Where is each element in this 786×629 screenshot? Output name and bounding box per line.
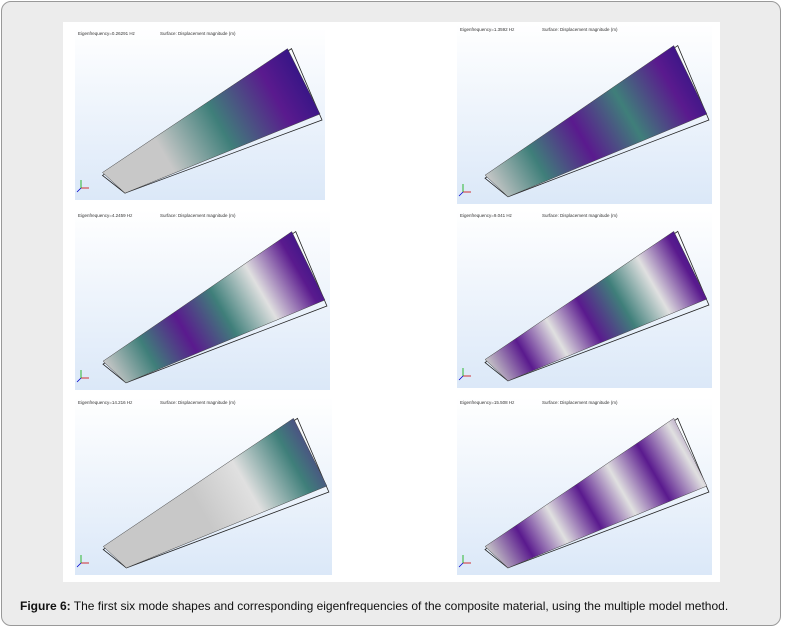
axis-triad bbox=[76, 377, 82, 383]
surface-label: Surface: Displacement magnitude (m) bbox=[542, 213, 618, 218]
surface-label: Surface: Displacement magnitude (m) bbox=[160, 400, 236, 405]
surface-label: Surface: Displacement magnitude (m) bbox=[542, 27, 618, 32]
eigenfrequency-label: Eigenfrequency=0.26291 Hz bbox=[78, 31, 136, 36]
axis-triad bbox=[76, 187, 82, 193]
mode-shape bbox=[484, 230, 708, 382]
caption-label: Figure 6: bbox=[20, 599, 71, 613]
eigenfrequency-label: Eigenfrequency=14.216 Hz bbox=[78, 400, 133, 405]
axis-triad bbox=[458, 191, 464, 197]
mode-shape bbox=[102, 417, 328, 569]
eigenfrequency-label: Eigenfrequency=4.2459 Hz bbox=[78, 213, 133, 218]
axis-triad bbox=[76, 562, 82, 568]
axis-triad bbox=[458, 562, 464, 568]
surface-label: Surface: Displacement magnitude (m) bbox=[542, 400, 618, 405]
eigenfrequency-label: Eigenfrequency=9.041 Hz bbox=[460, 213, 513, 218]
caption: Figure 6: The first six mode shapes and … bbox=[20, 599, 728, 613]
mode-shape bbox=[484, 45, 708, 198]
surface-label: Surface: Displacement magnitude (m) bbox=[160, 31, 236, 36]
mode-shape bbox=[102, 231, 326, 384]
eigenfrequency-label: Eigenfrequency=15.508 Hz bbox=[460, 400, 515, 405]
surface-label: Surface: Displacement magnitude (m) bbox=[160, 213, 236, 218]
eigenfrequency-label: Eigenfrequency=1.3592 Hz bbox=[460, 27, 515, 32]
mode-shape bbox=[102, 48, 321, 194]
mode-shape bbox=[484, 417, 708, 569]
caption-text: The first six mode shapes and correspond… bbox=[73, 599, 729, 613]
axis-triad bbox=[458, 375, 464, 381]
